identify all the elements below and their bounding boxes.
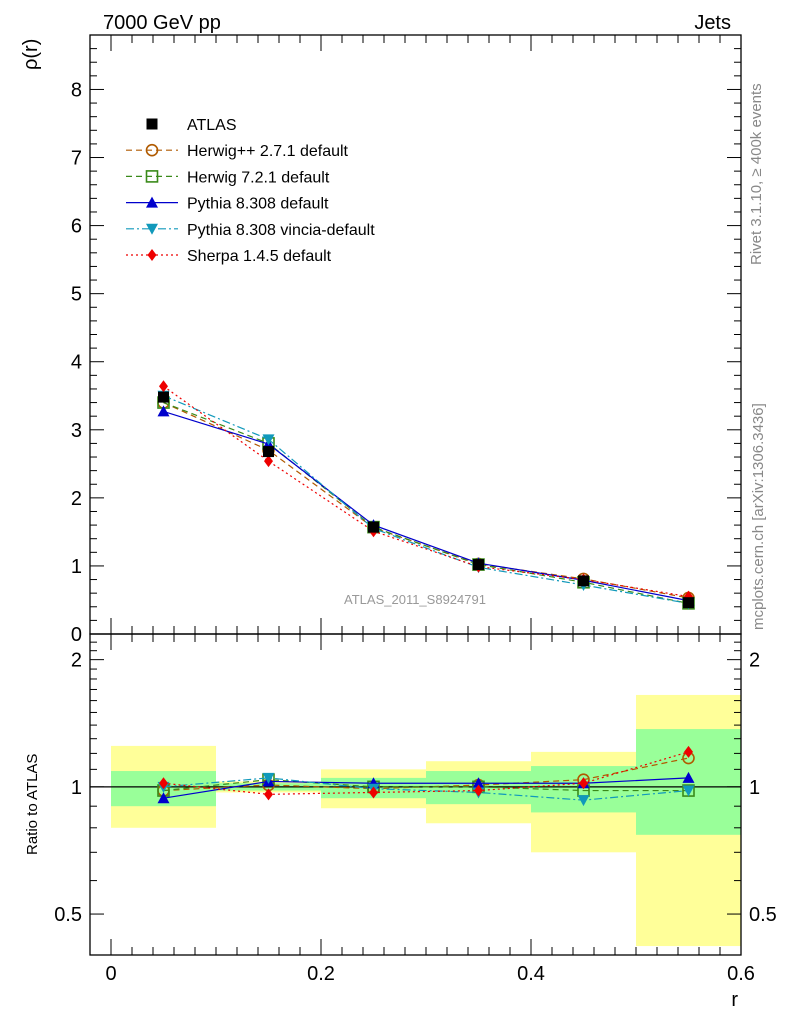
ratio-pythia-8-308-default-point-5	[682, 771, 695, 783]
main-ytick-label-8: 8	[71, 79, 82, 101]
ratio-herwig-7-2-1-default-line	[163, 779, 689, 792]
legend-label-1: Herwig++ 2.7.1 default	[187, 143, 349, 160]
main-ytick-label-5: 5	[71, 284, 82, 306]
main-atlas-point-1	[263, 446, 274, 458]
rivet-label: Rivet 3.1.10, ≥ 400k events	[748, 83, 765, 265]
ratio-pythia-8-308-vincia-default-line	[163, 777, 689, 801]
mcplots-label: mcplots.cern.ch [arXiv:1306.3436]	[750, 403, 767, 630]
main-ylabel: ρ(r)	[20, 39, 42, 70]
ratio-pythia-8-308-default-point-3	[472, 777, 485, 789]
xtick-label-0.4: 0.4	[517, 963, 545, 985]
xtick-label-0.2: 0.2	[307, 963, 335, 985]
uncertainty-bands	[111, 694, 741, 947]
main-pythia-8-308-vincia-default-point-1	[262, 434, 275, 446]
ratio-ytick-label-right-2: 2	[749, 650, 760, 672]
main-ytick-label-3: 3	[71, 420, 82, 442]
ratio-sherpa-1-4-5-default-point-3	[474, 784, 483, 797]
ratio-pythia-8-308-vincia-default-point-4	[577, 795, 590, 807]
main-atlas-point-5	[683, 597, 694, 609]
main-ytick-label-6: 6	[71, 216, 82, 238]
ratio-pythia-8-308-default-line	[163, 777, 689, 799]
header-left: 7000 GeV pp	[103, 12, 221, 34]
legend-marker-0	[146, 118, 158, 130]
main-sherpa-1-4-5-default-point-1	[264, 455, 273, 468]
main-ytick-label-1: 1	[71, 556, 82, 578]
legend-label-3: Pythia 8.308 default	[187, 196, 329, 213]
main-ytick-label-0: 0	[71, 624, 82, 646]
xtick-label-0.6: 0.6	[727, 963, 755, 985]
ratio-ytick-label-right-0.5: 0.5	[749, 904, 777, 926]
ratio-pythia-8-308-vincia-default-point-5	[682, 785, 695, 797]
ratio-frame	[89, 633, 742, 956]
legend: ATLAS Herwig++ 2.7.1 default Herwig 7.2.1 …	[126, 117, 375, 265]
legend-label-0: ATLAS	[187, 117, 237, 134]
main-ytick-label-7: 7	[71, 148, 82, 170]
ratio-ytick-label-0.5: 0.5	[54, 904, 82, 926]
ratio-sherpa-1-4-5-default-point-5	[684, 745, 693, 758]
axes: 0 1 2 3 4 5 6 7 8 0.5 0.5 1 1 2 2 0 0.2 0.4 0.6	[54, 34, 777, 985]
main-herwig-2-7-1-default-line	[163, 402, 689, 599]
x-axis-label: r	[731, 989, 738, 1011]
main-pythia-8-308-default-point-0	[157, 405, 170, 417]
ratio-ytick-label-1: 1	[71, 777, 82, 799]
legend-label-4: Pythia 8.308 vincia-default	[187, 222, 375, 239]
ratio-ylabel: Ratio to ATLAS	[24, 754, 41, 855]
ratio-ytick-label-2: 2	[71, 650, 82, 672]
main-atlas-point-0	[158, 391, 169, 403]
legend-marker-5	[147, 249, 157, 261]
ratio-pythia-8-308-vincia-default-point-1	[262, 772, 275, 784]
ratio-ytick-label-right-1: 1	[749, 777, 760, 799]
xtick-label-0: 0	[105, 963, 116, 985]
main-sherpa-1-4-5-default-point-0	[159, 380, 168, 393]
ratio-sherpa-1-4-5-default-point-0	[159, 777, 168, 790]
main-atlas-point-3	[473, 559, 484, 571]
header-right: Jets	[694, 12, 731, 34]
ratio-sherpa-1-4-5-default-point-1	[264, 788, 273, 801]
main-herwig-7-2-1-default-line	[163, 402, 689, 604]
main-atlas-point-2	[368, 521, 379, 533]
legend-marker-2	[145, 170, 159, 183]
ratio-sherpa-1-4-5-default-point-4	[579, 777, 588, 790]
main-pythia-8-308-default-line	[163, 410, 689, 602]
legend-marker-4	[146, 223, 158, 235]
legend-marker-3	[146, 196, 158, 208]
legend-marker-1	[145, 143, 159, 157]
mc-curves	[90, 380, 741, 807]
ratio-pythia-8-308-default-point-0	[157, 792, 170, 804]
watermark: ATLAS_2011_S8924791	[344, 592, 486, 607]
main-sherpa-1-4-5-default-line	[163, 385, 689, 598]
main-ytick-label-2: 2	[71, 488, 82, 510]
main-pythia-8-308-vincia-default-line	[163, 395, 689, 604]
legend-label-5: Sherpa 1.4.5 default	[187, 248, 332, 265]
main-ytick-label-4: 4	[71, 352, 82, 374]
ratio-sherpa-1-4-5-default-point-2	[369, 786, 378, 799]
main-atlas-point-4	[578, 575, 589, 587]
legend-label-2: Herwig 7.2.1 default	[187, 169, 330, 186]
